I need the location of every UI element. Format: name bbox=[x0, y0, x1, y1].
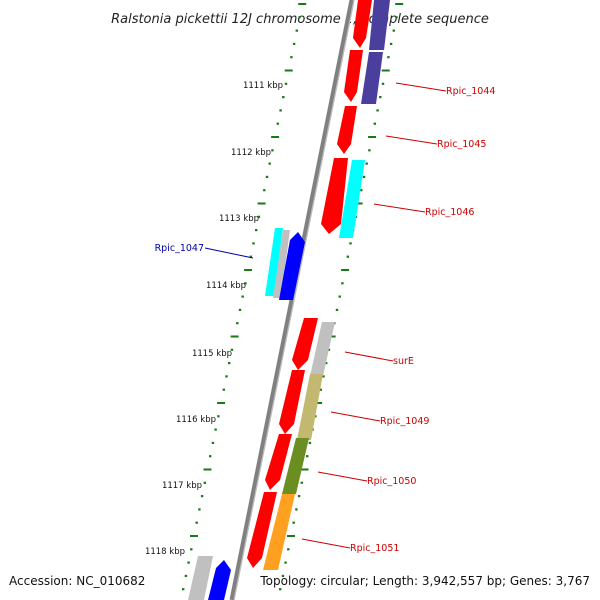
leader-sure bbox=[344, 351, 394, 362]
gene-label-rpic1047[interactable]: Rpic_1047 bbox=[155, 243, 204, 254]
scale-labels: 1111 kbp 1112 kbp 1113 kbp 1114 kbp 1115… bbox=[145, 81, 283, 557]
leader-rpic1045 bbox=[385, 135, 438, 145]
gene-rpic1047[interactable] bbox=[279, 232, 305, 300]
scale-label-1111: 1111 kbp bbox=[243, 81, 283, 91]
gene-rpic1051-rna[interactable] bbox=[263, 494, 295, 570]
gene-label-rpic1049[interactable]: Rpic_1049 bbox=[380, 416, 429, 427]
gene-rpic1047-rna[interactable] bbox=[265, 228, 283, 296]
leader-lines bbox=[204, 82, 447, 549]
scale-label-1112: 1112 kbp bbox=[231, 148, 271, 158]
inner-tick-track bbox=[182, 3, 307, 591]
gene-rpic1044-rna[interactable] bbox=[361, 52, 383, 104]
gene-label-rpic1051[interactable]: Rpic_1051 bbox=[350, 543, 399, 554]
leader-rpic1047 bbox=[204, 247, 254, 259]
gene-sure[interactable] bbox=[292, 318, 318, 370]
gene-rpic1047-rna-2[interactable] bbox=[273, 230, 290, 298]
map-title: Ralstonia pickettii 12J chromosome 1, co… bbox=[111, 12, 489, 27]
forward-features bbox=[247, 0, 390, 570]
gene-labels: Rpic_1044 Rpic_1045 Rpic_1046 Rpic_1047 … bbox=[155, 86, 496, 554]
gene-feature-top[interactable] bbox=[353, 0, 372, 48]
gene-label-rpic1050[interactable]: Rpic_1050 bbox=[367, 476, 416, 487]
scale-label-1115: 1115 kbp bbox=[192, 349, 232, 359]
gene-feature-bottom-rna[interactable] bbox=[188, 556, 213, 600]
leader-rpic1051 bbox=[301, 538, 351, 549]
gene-rpic1045[interactable] bbox=[337, 106, 357, 154]
gene-label-rpic1046[interactable]: Rpic_1046 bbox=[425, 207, 474, 218]
scale-label-1116: 1116 kbp bbox=[176, 415, 216, 425]
gene-label-rpic1045[interactable]: Rpic_1045 bbox=[437, 139, 486, 150]
gene-rpic1051[interactable] bbox=[247, 492, 277, 568]
leader-rpic1049 bbox=[330, 411, 381, 422]
topology-summary: Topology: circular; Length: 3,942,557 bp… bbox=[260, 574, 590, 588]
gene-rpic1046-rna[interactable] bbox=[339, 160, 365, 238]
scale-label-1113: 1113 kbp bbox=[219, 214, 259, 224]
gene-feature-top-rna[interactable] bbox=[369, 0, 390, 50]
gene-rpic1044[interactable] bbox=[344, 50, 363, 102]
leader-rpic1044 bbox=[395, 82, 447, 92]
leader-rpic1046 bbox=[373, 203, 426, 213]
accession-text: Accession: NC_010682 bbox=[9, 574, 146, 588]
gene-rpic1049-rna[interactable] bbox=[297, 374, 323, 440]
gene-sure-rna[interactable] bbox=[310, 322, 335, 376]
reverse-features bbox=[188, 228, 305, 600]
gene-feature-bottom[interactable] bbox=[208, 560, 231, 600]
gene-rpic1050[interactable] bbox=[265, 434, 292, 490]
gene-rpic1050-rna[interactable] bbox=[282, 438, 309, 494]
gene-rpic1046[interactable] bbox=[321, 158, 348, 234]
gene-label-rpic1044[interactable]: Rpic_1044 bbox=[446, 86, 495, 97]
gene-label-sure[interactable]: surE bbox=[393, 356, 414, 367]
scale-label-1114: 1114 kbp bbox=[206, 281, 246, 291]
leader-rpic1050 bbox=[317, 471, 368, 482]
scale-label-1118: 1118 kbp bbox=[145, 547, 185, 557]
scale-label-1117: 1117 kbp bbox=[162, 481, 202, 491]
outer-tick-track bbox=[279, 3, 404, 591]
backbone-highlight bbox=[233, 0, 355, 600]
gene-rpic1049[interactable] bbox=[279, 370, 305, 434]
